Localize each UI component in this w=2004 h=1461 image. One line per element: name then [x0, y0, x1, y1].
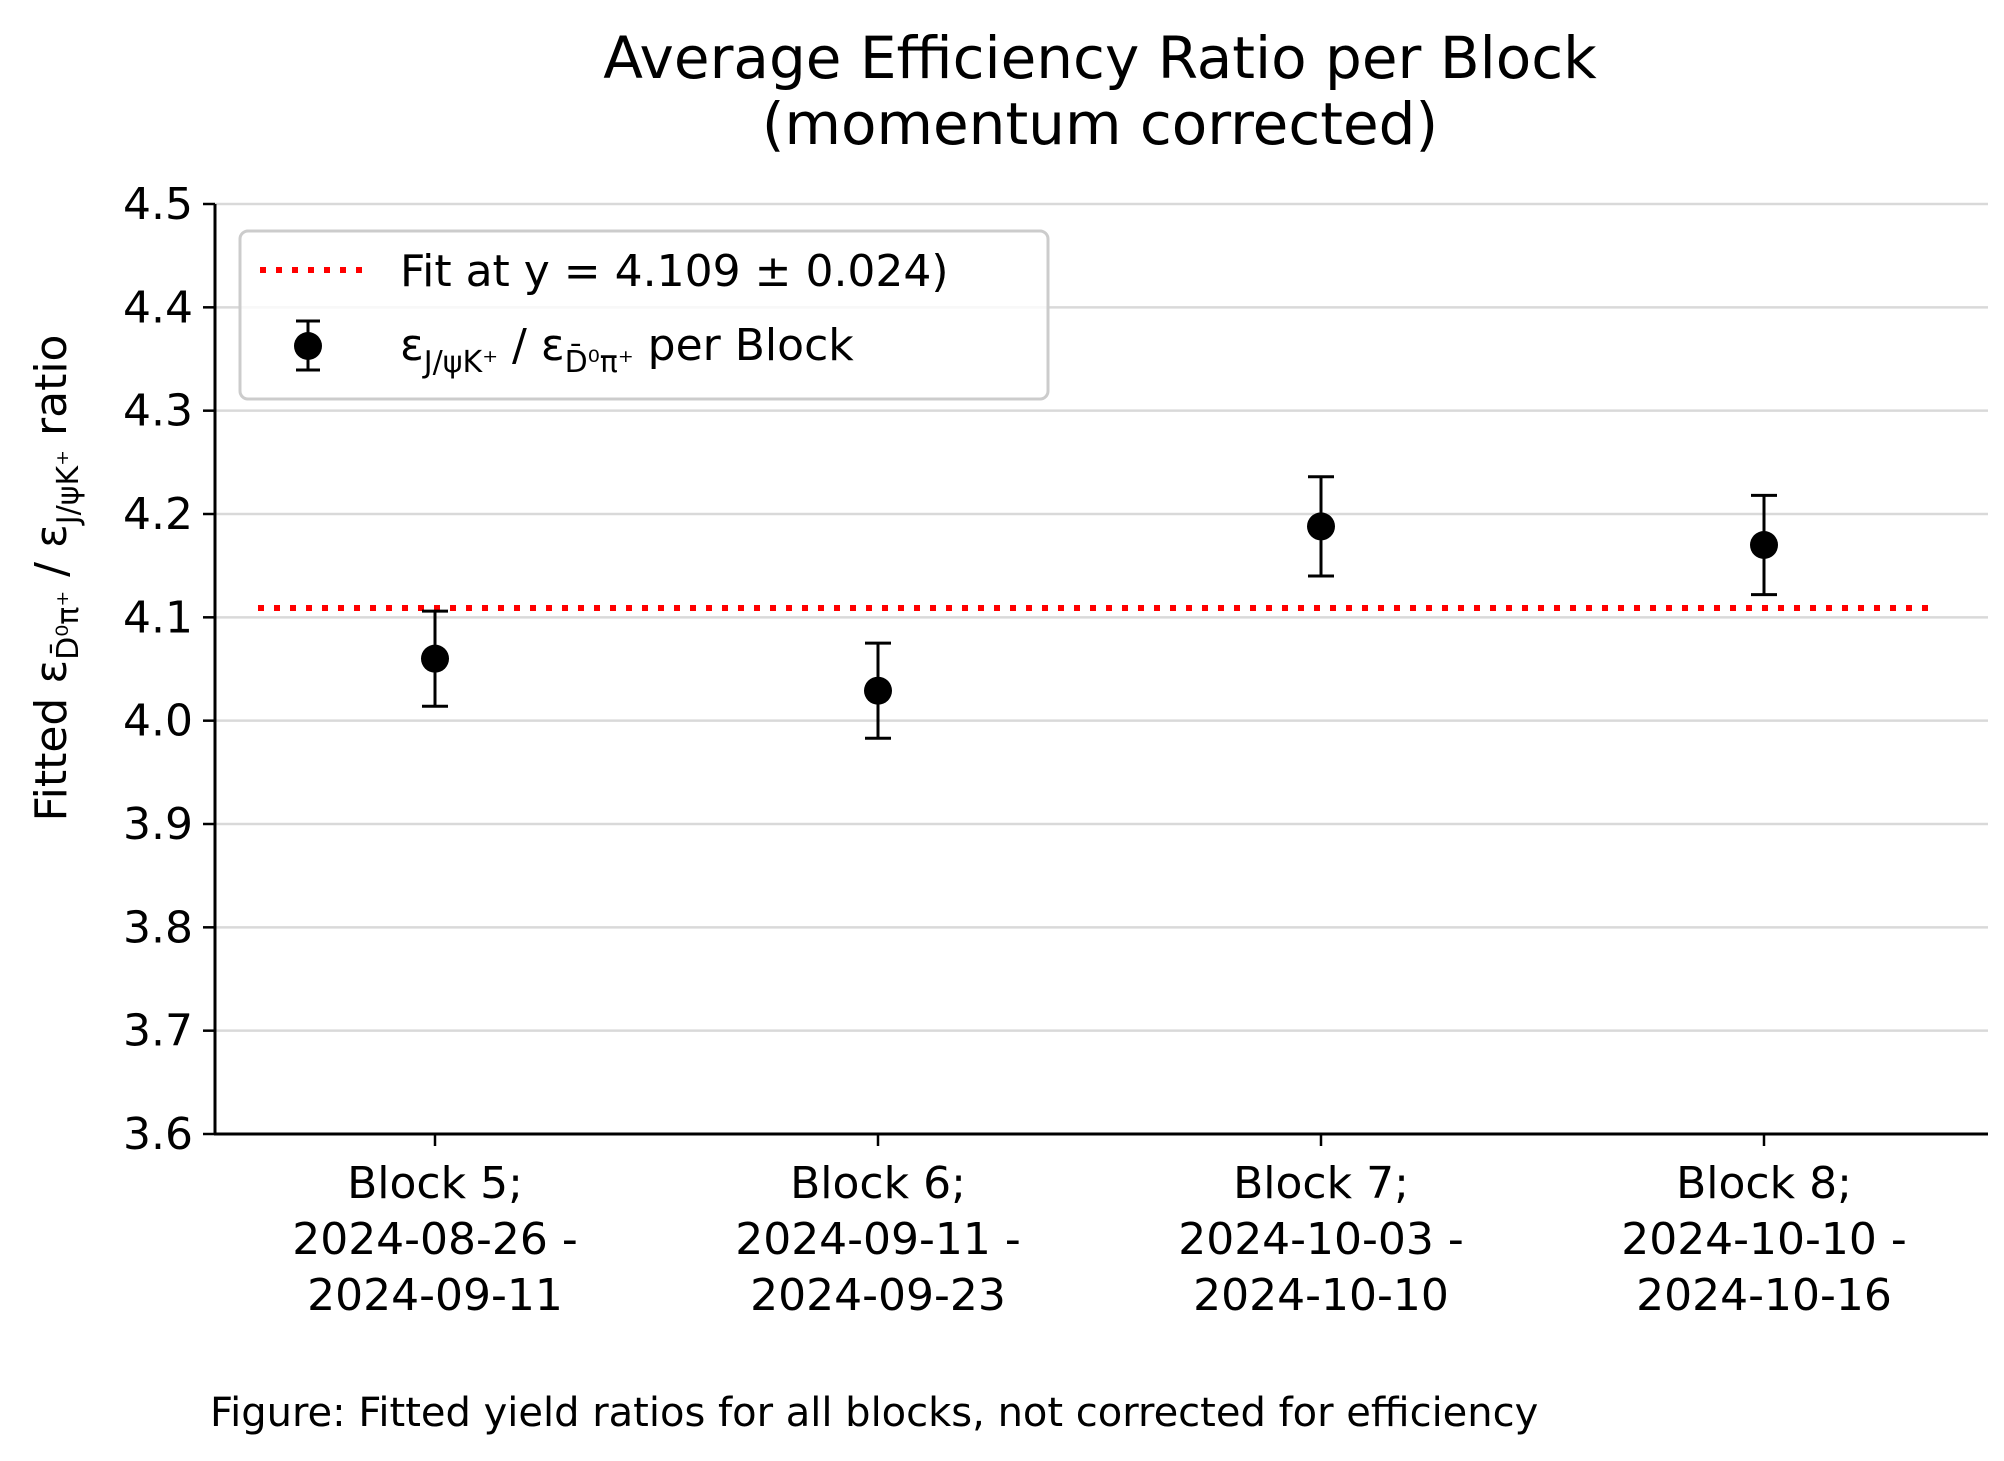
x-tick-label: Block 8; 2024-10-10 -2024-10-16 [1621, 1158, 1907, 1321]
x-tick-label-line: 2024-09-23 [750, 1270, 1006, 1321]
y-axis-label-slash: / [26, 548, 77, 591]
y-axis-label-suffix: ratio [26, 335, 77, 450]
x-tick-label-line: Block 7; [1233, 1158, 1409, 1209]
y-tick-label: 4.3 [123, 386, 193, 437]
y-tick-label: 4.2 [123, 489, 193, 540]
axes [213, 204, 1988, 1136]
chart-title: Average Efficiency Ratio per Block (momen… [603, 24, 1597, 158]
x-tick-label: Block 7; 2024-10-03 -2024-10-10 [1178, 1158, 1464, 1321]
legend-points-eps1: ε [400, 320, 424, 371]
figure-caption: Figure: Fitted yield ratios for all bloc… [210, 1390, 1538, 1436]
x-tick-label-line: 2024-10-10 [1193, 1270, 1449, 1321]
x-tick-label: Block 5; 2024-08-26 -2024-09-11 [292, 1158, 578, 1321]
legend-point-marker [294, 332, 322, 360]
y-tick-label: 4.5 [123, 179, 193, 230]
y-tick-label: 4.0 [123, 696, 193, 747]
legend-points-eps2: ε [541, 320, 565, 371]
y-axis-label: Fitted εD̄⁰π⁺ / εJ/ψK⁺ ratio [26, 335, 86, 822]
chart-title-line: Average Efficiency Ratio per Block [603, 24, 1597, 92]
data-point [864, 676, 892, 705]
y-axis-label-sub2: J/ψK⁺ [51, 450, 86, 526]
legend-points-label: εJ/ψK⁺ / εD̄⁰π⁺ per Block [400, 320, 854, 380]
legend-points-sub1: J/ψK⁺ [422, 345, 498, 380]
legend-frame [238, 229, 1050, 401]
x-tick-label-line: Block 5; [347, 1158, 523, 1209]
legend-points-slash: / [498, 320, 541, 371]
legend-points-sub2: D̄⁰π⁺ [565, 344, 634, 380]
x-tick-label-line: Block 6; [790, 1158, 966, 1209]
y-axis-label-sub1: D̄⁰π⁺ [50, 591, 86, 660]
x-tick-label-line: 2024-08-26 - [292, 1214, 578, 1265]
legend: Fit at y = 4.109 ± 0.024) εJ/ψK⁺ / εD̄⁰π… [238, 229, 1050, 401]
chart-title-line: (momentum corrected) [762, 90, 1438, 158]
y-axis-label-prefix: Fitted [26, 684, 77, 822]
y-tick-label: 3.9 [123, 799, 193, 850]
y-tick-label: 4.1 [123, 592, 193, 643]
x-tick-label-line: 2024-09-11 - [735, 1214, 1021, 1265]
x-tick-label-line: 2024-10-03 - [1178, 1214, 1464, 1265]
legend-points-suffix: per Block [634, 320, 855, 371]
data-point [1307, 512, 1335, 541]
x-tick-label-line: 2024-10-10 - [1621, 1214, 1907, 1265]
y-tick-label: 4.4 [123, 282, 193, 333]
y-tick-label: 3.7 [123, 1006, 193, 1057]
y-axis-label-eps1: ε [26, 660, 77, 684]
data-point [1750, 531, 1778, 559]
data-point [421, 644, 449, 673]
y-tick-label: 3.8 [123, 902, 193, 953]
x-tick-label-line: 2024-09-11 [307, 1270, 563, 1321]
x-tick-label-line: 2024-10-16 [1636, 1270, 1892, 1321]
legend-fit-label: Fit at y = 4.109 ± 0.024) [400, 246, 949, 297]
x-tick-label: Block 6; 2024-09-11 -2024-09-23 [735, 1158, 1021, 1321]
y-tick-label: 3.6 [123, 1109, 193, 1160]
x-tick-label-line: Block 8; [1676, 1158, 1852, 1209]
data-points [421, 475, 1778, 740]
gridlines [215, 202, 1988, 1032]
y-ticks: 3.6 3.7 3.8 3.9 4.0 4.1 4.2 4.3 4.4 4.5 [123, 179, 215, 1160]
y-axis-label-eps2: ε [26, 524, 77, 548]
